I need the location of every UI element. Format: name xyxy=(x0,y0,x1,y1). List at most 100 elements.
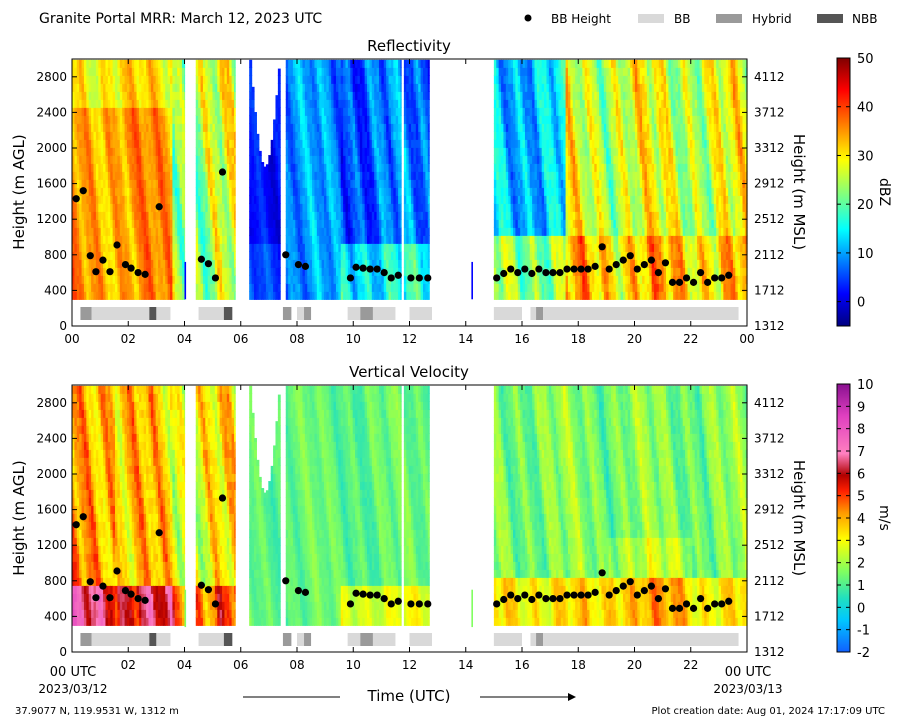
field-cell xyxy=(362,203,366,212)
field-cell xyxy=(100,123,104,132)
field-cell xyxy=(146,91,150,100)
field-cell xyxy=(268,179,272,188)
field-cell xyxy=(321,243,325,252)
field-cell xyxy=(202,259,206,268)
field-cell xyxy=(212,107,216,116)
field-cell xyxy=(131,91,135,100)
field-cell xyxy=(198,139,202,148)
field-cell xyxy=(134,147,138,156)
field-cell xyxy=(146,203,150,212)
field-cell xyxy=(95,227,99,236)
field-cell xyxy=(86,267,90,276)
field-cell xyxy=(253,267,257,276)
field-cell xyxy=(100,99,104,108)
field-cell xyxy=(277,243,281,252)
field-cell xyxy=(340,67,344,76)
field-cell xyxy=(155,291,159,300)
field-cell xyxy=(184,115,186,124)
field-cell xyxy=(202,99,206,108)
field-cell xyxy=(350,131,354,140)
field-cell xyxy=(258,150,262,156)
field-cell xyxy=(328,235,332,244)
field-cell xyxy=(224,251,228,260)
field-cell xyxy=(141,147,145,156)
field-cell xyxy=(88,291,92,300)
field-cell xyxy=(324,91,327,100)
field-cell xyxy=(98,59,102,68)
field-cell xyxy=(340,219,344,228)
field-cell xyxy=(214,91,218,100)
field-cell xyxy=(224,155,228,164)
field-cell xyxy=(131,123,135,132)
field-cell xyxy=(400,107,402,116)
field-cell xyxy=(249,155,253,164)
field-cell xyxy=(207,91,211,100)
field-cell xyxy=(231,91,235,100)
field-cell xyxy=(331,243,335,252)
field-cell xyxy=(167,251,171,260)
field-cell xyxy=(72,155,75,164)
field-cell xyxy=(181,283,185,292)
field-cell xyxy=(427,147,430,156)
field-cell xyxy=(74,219,78,228)
field-cell xyxy=(198,235,202,244)
field-cell xyxy=(105,107,109,116)
field-cell xyxy=(251,235,255,244)
field-cell xyxy=(376,115,380,124)
field-cell xyxy=(158,187,162,196)
field-cell xyxy=(124,75,128,84)
field-cell xyxy=(79,115,83,124)
field-cell xyxy=(124,283,128,292)
field-cell xyxy=(195,123,199,132)
field-cell xyxy=(141,107,145,116)
field-cell xyxy=(302,131,306,140)
field-cell xyxy=(312,155,316,164)
field-cell xyxy=(179,267,183,276)
field-cell xyxy=(122,139,126,148)
field-cell xyxy=(179,59,183,68)
field-cell xyxy=(122,203,126,212)
field-cell xyxy=(386,179,390,188)
field-cell xyxy=(367,67,371,76)
field-cell xyxy=(277,171,281,180)
field-cell xyxy=(381,291,385,300)
field-cell xyxy=(347,67,351,76)
field-cell xyxy=(95,179,99,188)
field-cell xyxy=(324,59,327,68)
field-cell xyxy=(153,179,157,188)
field-cell xyxy=(207,219,211,228)
field-cell xyxy=(347,219,351,228)
field-cell xyxy=(338,123,342,132)
field-cell xyxy=(312,147,316,156)
field-cell xyxy=(103,147,107,156)
field-cell xyxy=(371,139,375,148)
field-cell xyxy=(160,219,164,228)
field-cell xyxy=(103,291,107,300)
field-cell xyxy=(202,283,206,292)
field-cell xyxy=(359,171,363,180)
field-cell xyxy=(292,283,296,292)
field-cell xyxy=(331,155,335,164)
field-cell xyxy=(76,235,80,244)
field-cell xyxy=(367,107,371,116)
field-cell xyxy=(231,219,235,228)
field-cell xyxy=(158,83,162,92)
field-cell xyxy=(93,203,97,212)
field-cell xyxy=(134,243,138,252)
field-cell xyxy=(74,291,78,300)
field-cell xyxy=(93,291,97,300)
field-cell xyxy=(312,275,316,284)
field-cell xyxy=(72,227,75,236)
field-cell xyxy=(234,259,236,268)
field-cell xyxy=(172,59,176,68)
field-cell xyxy=(331,171,335,180)
field-cell xyxy=(302,83,306,92)
field-cell xyxy=(362,291,366,300)
field-cell xyxy=(338,59,342,68)
field-cell xyxy=(324,275,327,284)
field-cell xyxy=(253,227,257,236)
field-cell xyxy=(150,131,154,140)
field-cell xyxy=(167,139,171,148)
field-cell xyxy=(131,115,135,124)
field-cell xyxy=(126,107,130,116)
